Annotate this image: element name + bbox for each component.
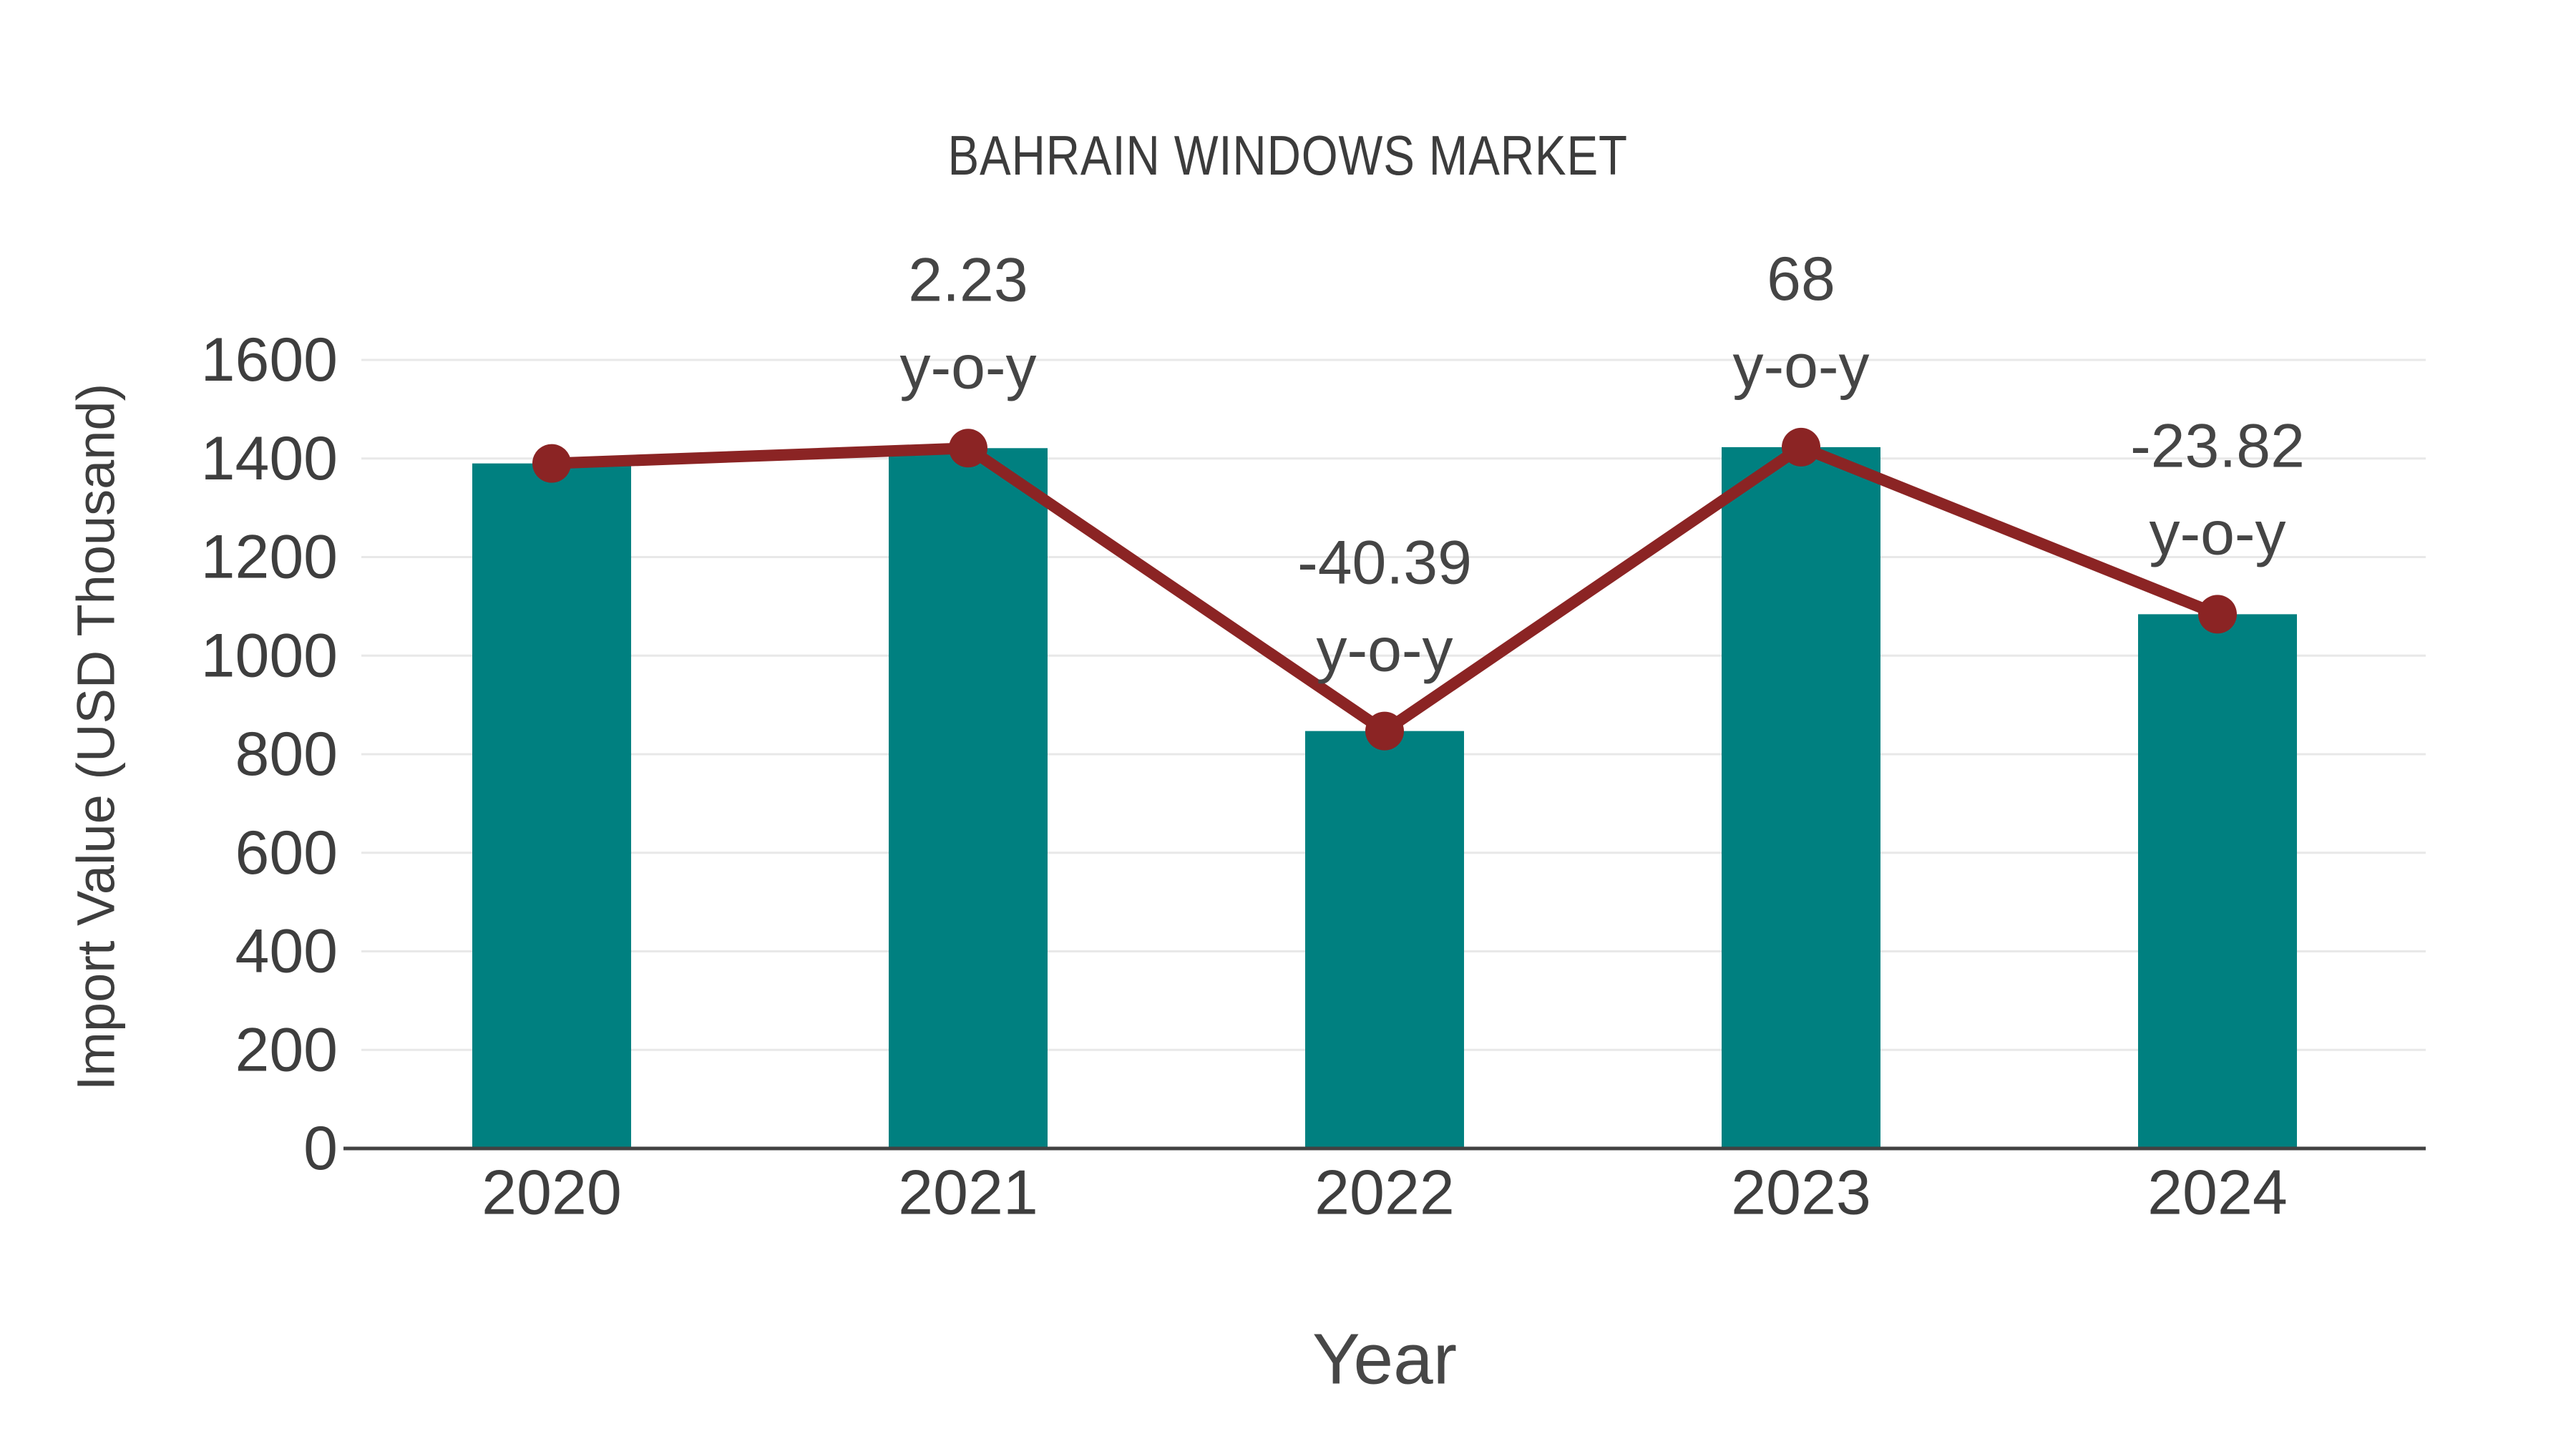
bar-2023	[1722, 447, 1880, 1148]
y-tick-label-600: 600	[235, 819, 338, 887]
point-2024	[2198, 595, 2237, 634]
bar-2020	[472, 463, 631, 1148]
chart-title: BAHRAIN WINDOWS MARKET	[0, 127, 2576, 183]
y-tick-label-0: 0	[303, 1114, 338, 1183]
bar-2024	[2138, 614, 2297, 1148]
y-tick-label-1200: 1200	[201, 523, 338, 592]
y-tick-label-1600: 1600	[201, 326, 338, 394]
bar-2021	[889, 448, 1048, 1148]
y-tick-label-400: 400	[235, 917, 338, 986]
x-tick-label-2024: 2024	[2147, 1157, 2288, 1228]
annotation-2022-label: y-o-y	[1316, 616, 1453, 685]
y-tick-label-800: 800	[235, 720, 338, 789]
x-tick-label-2023: 2023	[1731, 1157, 1871, 1228]
point-2023	[1782, 427, 1820, 467]
annotation-2023-label: y-o-y	[1732, 332, 1869, 401]
x-axis-title: Year	[1312, 1319, 1458, 1400]
annotation-2021-label: y-o-y	[899, 333, 1036, 401]
annotation-2022-value: -40.39	[1297, 529, 1472, 597]
point-2020	[532, 444, 571, 483]
bar-2022	[1305, 731, 1464, 1148]
x-tick-label-2022: 2022	[1314, 1157, 1455, 1228]
y-tick-label-1000: 1000	[201, 621, 338, 690]
point-2021	[949, 429, 987, 468]
x-tick-label-2021: 2021	[898, 1157, 1038, 1228]
annotation-2024-label: y-o-y	[2149, 499, 2285, 567]
annotation-2023-value: 68	[1767, 245, 1835, 313]
annotation-2024-value: -23.82	[2130, 411, 2305, 480]
y-tick-label-1400: 1400	[201, 424, 338, 493]
point-2022	[1365, 711, 1404, 751]
y-tick-label-200: 200	[235, 1015, 338, 1084]
chart-title-text: BAHRAIN WINDOWS MARKET	[947, 124, 1629, 187]
x-tick-label-2020: 2020	[482, 1157, 622, 1228]
annotation-2021-value: 2.23	[908, 245, 1028, 314]
